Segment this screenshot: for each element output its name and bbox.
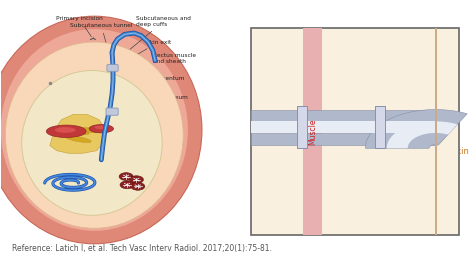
Polygon shape	[387, 121, 457, 148]
Ellipse shape	[89, 125, 113, 133]
Text: Deep cuff: Deep cuff	[272, 77, 313, 144]
Text: Omentum: Omentum	[123, 76, 185, 95]
Bar	[251, 121, 436, 133]
Bar	[251, 28, 459, 235]
Bar	[251, 133, 436, 145]
Polygon shape	[365, 109, 467, 148]
Ellipse shape	[94, 126, 106, 129]
Ellipse shape	[131, 183, 145, 190]
Text: Muscle: Muscle	[308, 118, 317, 145]
Ellipse shape	[129, 176, 144, 184]
Text: Skin: Skin	[440, 147, 470, 157]
Ellipse shape	[72, 127, 102, 133]
Bar	[375, 106, 385, 148]
Ellipse shape	[64, 136, 91, 142]
Ellipse shape	[57, 128, 89, 135]
Text: Skin exit: Skin exit	[115, 40, 171, 68]
Text: Peritoneum: Peritoneum	[125, 95, 188, 114]
Text: Subcutaneous and
deep cuffs: Subcutaneous and deep cuffs	[114, 16, 191, 62]
FancyBboxPatch shape	[107, 64, 118, 71]
Text: Rectus muscle
and sheath: Rectus muscle and sheath	[116, 54, 196, 79]
Ellipse shape	[5, 42, 183, 228]
Ellipse shape	[0, 29, 188, 231]
Ellipse shape	[119, 173, 133, 180]
Bar	[297, 106, 307, 148]
Ellipse shape	[46, 125, 86, 138]
Text: Primary incision: Primary incision	[56, 16, 103, 37]
Bar	[436, 28, 438, 235]
Polygon shape	[50, 114, 106, 153]
Ellipse shape	[0, 16, 202, 244]
Bar	[302, 28, 322, 235]
Ellipse shape	[15, 42, 174, 218]
Ellipse shape	[22, 70, 162, 215]
Ellipse shape	[55, 127, 76, 133]
FancyBboxPatch shape	[106, 108, 118, 115]
Text: Subcutaneous
cuff: Subcutaneous cuff	[382, 56, 444, 144]
Text: Reference: Latich I, et al. Tech Vasc Interv Radiol. 2017;20(1):75-81.: Reference: Latich I, et al. Tech Vasc In…	[12, 244, 272, 253]
Bar	[251, 109, 436, 121]
Text: Subcutaneous tunnel: Subcutaneous tunnel	[70, 23, 132, 48]
Ellipse shape	[120, 181, 134, 189]
